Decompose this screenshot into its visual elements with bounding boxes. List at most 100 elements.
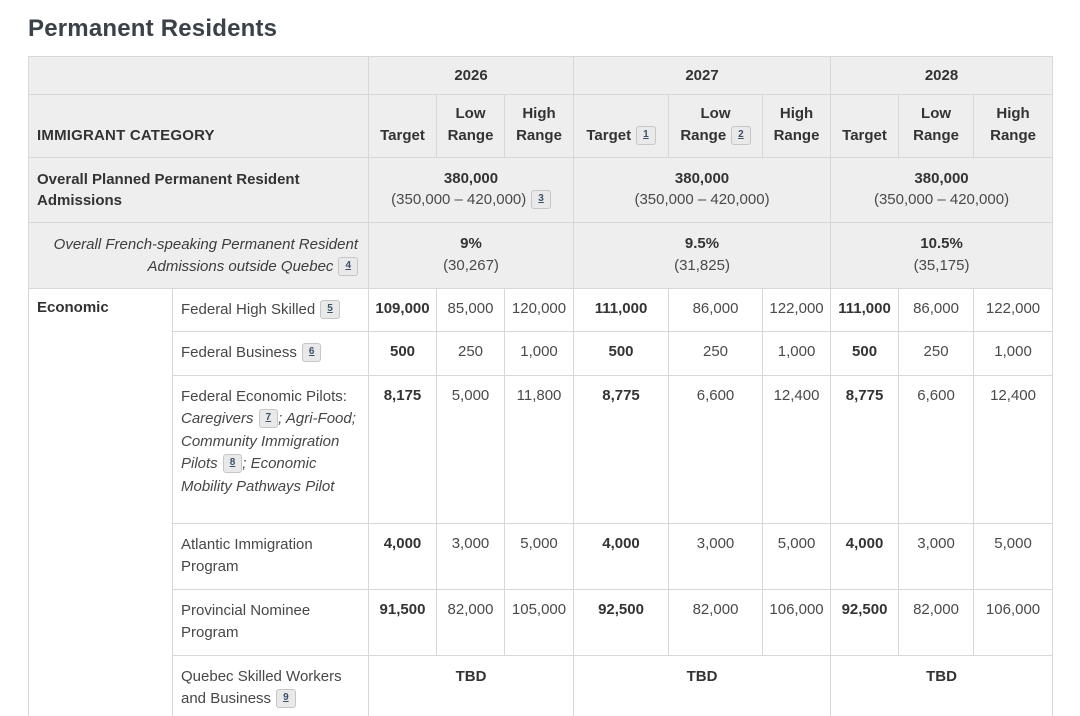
footnote-link-8[interactable]: 8: [222, 454, 243, 473]
pilots-intro-text: Federal Economic Pilots:: [181, 387, 347, 405]
high-range-header-2027: High Range: [762, 94, 832, 158]
fb-2027-low: 250: [668, 331, 764, 376]
french-2026-value: 9% (30,267): [367, 222, 575, 289]
low-range-2027-line1: Low: [700, 105, 731, 122]
french-2027-main: 9.5%: [684, 235, 720, 252]
low-range-header-2027: Low Range 2: [668, 94, 764, 158]
quebec-2026-value: TBD: [367, 654, 575, 716]
provincial-nominee-row: Provincial Nominee Program 91,500 82,000…: [29, 588, 1054, 656]
federal-business-label: Federal Business 6: [172, 331, 369, 376]
footnote-link-7[interactable]: 7: [258, 409, 279, 428]
atl-2026-high: 5,000: [503, 522, 575, 590]
target-header-2026: Target: [368, 94, 437, 158]
fhs-2027-low: 86,000: [668, 287, 764, 332]
pilots-2028-target: 8,775: [830, 374, 900, 524]
pilots-2027-high: 12,400: [762, 374, 832, 524]
atl-2027-high: 5,000: [762, 522, 832, 590]
federal-high-skilled-label: Federal High Skilled 5: [172, 287, 369, 332]
quebec-2027-value: TBD: [573, 654, 832, 716]
federal-economic-pilots-label: Federal Economic Pilots: Caregivers 7; Ag…: [172, 374, 369, 524]
pnp-2028-target: 92,500: [830, 588, 900, 656]
overall-2028-main: 380,000: [914, 169, 969, 187]
french-speaking-row: Overall French-speaking Permanent Reside…: [28, 222, 1054, 289]
atlantic-immigration-row: Atlantic Immigration Program 4,000 3,000…: [29, 522, 1054, 590]
pnp-2028-low: 82,000: [898, 588, 975, 656]
atl-2028-target: 4,000: [830, 522, 900, 590]
quebec-skilled-row: Quebec Skilled Workers and Business 9 TBD…: [29, 654, 1054, 716]
target-header-2027: Target 1: [573, 94, 670, 158]
pnp-2028-high: 106,000: [973, 588, 1054, 656]
fhs-2028-high: 122,000: [973, 287, 1054, 332]
federal-high-skilled-text: Federal High Skilled: [181, 300, 316, 318]
footnote-link-4[interactable]: 4: [338, 256, 358, 276]
pnp-2027-target: 92,500: [573, 588, 670, 656]
pnp-2027-high: 106,000: [762, 588, 832, 656]
federal-economic-pilots-row: Federal Economic Pilots: Caregivers 7; Ag…: [29, 374, 1054, 524]
pilots-2026-high: 11,800: [503, 374, 575, 524]
french-2027-value: 9.5% (31,825): [573, 222, 832, 289]
target-header-2028: Target: [830, 94, 900, 158]
footnote-link-6[interactable]: 6: [301, 343, 322, 362]
fb-2026-low: 250: [436, 331, 505, 376]
fb-2028-target: 500: [830, 331, 900, 376]
high-range-header-2026: High Range: [503, 94, 575, 158]
french-2028-main: 10.5%: [920, 235, 963, 252]
french-2027-range: (31,825): [674, 256, 730, 274]
french-2026-range: (30,267): [443, 256, 499, 274]
economic-group-cell: Economic: [28, 287, 173, 716]
low-range-header-2026: Low Range: [436, 94, 505, 158]
atl-2027-target: 4,000: [573, 522, 670, 590]
low-range-header-2028: Low Range: [898, 94, 975, 158]
atl-2027-low: 3,000: [668, 522, 764, 590]
page-title: Permanent Residents: [28, 15, 278, 42]
overall-2027-value: 380,000 (350,000 – 420,000): [573, 156, 832, 223]
pnp-2026-target: 91,500: [368, 588, 437, 656]
fhs-2026-low: 85,000: [436, 287, 505, 332]
footnote-link-9[interactable]: 9: [276, 689, 296, 708]
fhs-2028-target: 111,000: [830, 287, 900, 332]
fb-2028-low: 250: [898, 331, 975, 376]
atl-2028-low: 3,000: [898, 522, 975, 590]
overall-2028-range: (350,000 – 420,000): [873, 191, 1010, 209]
atl-2028-high: 5,000: [973, 522, 1054, 590]
atl-2026-low: 3,000: [436, 522, 505, 590]
fhs-2028-low: 86,000: [898, 287, 975, 332]
federal-business-text: Federal Business: [181, 344, 297, 361]
overall-2026-main: 380,000: [443, 169, 499, 187]
year-header-2026: 2026: [367, 56, 575, 95]
fhs-2026-high: 120,000: [503, 287, 575, 332]
provincial-nominee-label: Provincial Nominee Program: [172, 588, 369, 656]
french-2028-value: 10.5% (35,175): [830, 222, 1054, 289]
quebec-skilled-text: Quebec Skilled Workers and Business: [181, 667, 342, 708]
pilots-2028-high: 12,400: [973, 374, 1054, 524]
low-range-2027-line2: Range: [680, 126, 727, 144]
quebec-2028-value: TBD: [830, 654, 1054, 716]
french-2026-main: 9%: [460, 235, 482, 252]
fb-2027-high: 1,000: [762, 331, 832, 376]
target-header-2027-label: Target: [586, 126, 632, 144]
pilots-agrifood-text: ; Agri-Food; Community Immigration Pilot…: [181, 410, 356, 472]
footnote-link-1[interactable]: 1: [636, 125, 656, 145]
fhs-2027-high: 122,000: [762, 287, 832, 332]
french-2028-range: (35,175): [913, 256, 970, 274]
column-header-row: IMMIGRANT CATEGORY Target Low Range High…: [28, 94, 1054, 158]
pilots-2026-low: 5,000: [436, 374, 505, 524]
footnote-link-5[interactable]: 5: [320, 299, 340, 319]
pilots-caregivers-text: Caregivers: [181, 410, 254, 427]
year-header-2027: 2027: [573, 56, 832, 95]
footnote-link-3[interactable]: 3: [531, 190, 551, 210]
pnp-2027-low: 82,000: [668, 588, 764, 656]
pilots-2027-low: 6,600: [668, 374, 764, 524]
overall-admissions-row: Overall Planned Permanent Resident Admis…: [28, 156, 1054, 223]
high-range-header-2028: High Range: [973, 94, 1054, 158]
immigration-levels-table: 2026 2027 2028 IMMIGRANT CATEGORY Target…: [28, 56, 1054, 716]
fhs-2027-target: 111,000: [573, 287, 670, 332]
year-header-2028: 2028: [830, 56, 1054, 95]
pilots-2027-target: 8,775: [573, 374, 670, 524]
footnote-link-2[interactable]: 2: [731, 125, 751, 145]
fhs-2026-target: 109,000: [368, 287, 437, 332]
atl-2026-target: 4,000: [368, 522, 437, 590]
year-header-row: 2026 2027 2028: [28, 56, 1054, 95]
overall-2027-range: (350,000 – 420,000): [634, 191, 770, 209]
corner-cell: [28, 56, 369, 95]
